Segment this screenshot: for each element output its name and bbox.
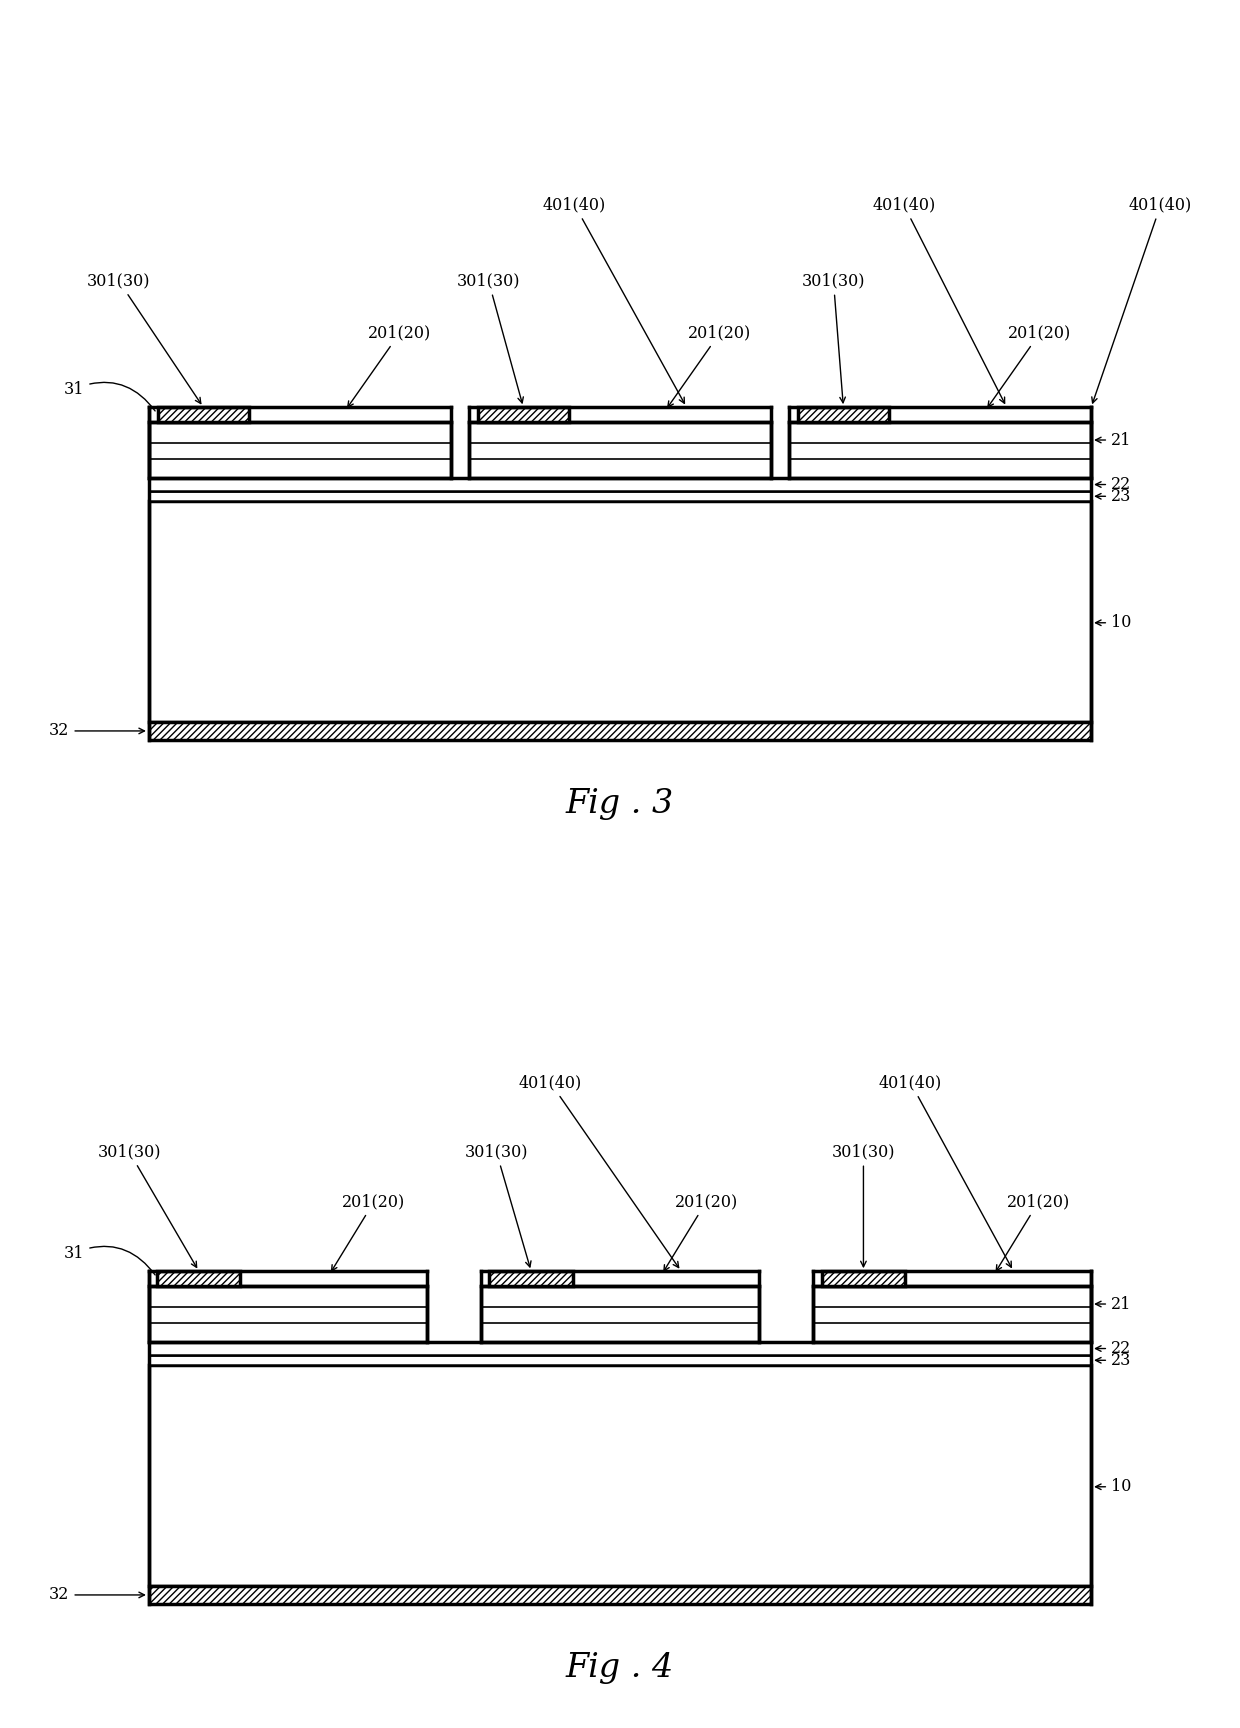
Text: 301(30): 301(30) [456, 273, 523, 403]
Bar [149, 491, 1091, 501]
Text: 31: 31 [63, 380, 155, 411]
Text: 201(20): 201(20) [988, 325, 1071, 408]
Bar [481, 1286, 759, 1341]
Text: 22: 22 [1095, 475, 1131, 492]
Text: Fig . 3: Fig . 3 [565, 788, 675, 821]
Text: 32: 32 [50, 722, 145, 740]
Text: 23: 23 [1095, 487, 1131, 505]
Bar [149, 1355, 1091, 1365]
Text: 301(30): 301(30) [98, 1144, 197, 1267]
Text: 301(30): 301(30) [87, 273, 201, 404]
Bar [149, 1286, 427, 1341]
Text: 401(40): 401(40) [872, 197, 1004, 403]
Bar [149, 1586, 1091, 1604]
Text: 31: 31 [63, 1244, 155, 1275]
Text: 201(20): 201(20) [668, 325, 751, 408]
Bar [477, 408, 569, 422]
Bar [759, 1272, 813, 1341]
Bar [157, 1272, 241, 1286]
Text: 201(20): 201(20) [347, 325, 432, 408]
Text: 201(20): 201(20) [996, 1194, 1070, 1270]
Bar [799, 408, 889, 422]
Text: 401(40): 401(40) [543, 197, 684, 403]
Bar [822, 1272, 905, 1286]
Text: 10: 10 [1095, 613, 1131, 631]
Text: 21: 21 [1095, 1296, 1131, 1313]
Text: 21: 21 [1095, 432, 1131, 449]
Bar [427, 1272, 481, 1341]
Text: 22: 22 [1095, 1339, 1131, 1356]
Bar [149, 422, 451, 477]
Text: 201(20): 201(20) [331, 1194, 405, 1270]
Bar [789, 422, 1091, 477]
Bar [813, 1286, 1091, 1341]
Text: 10: 10 [1095, 1477, 1131, 1495]
Bar [149, 501, 1091, 722]
Bar [451, 408, 469, 477]
Bar [490, 1272, 573, 1286]
Bar [771, 408, 789, 477]
Text: 401(40): 401(40) [879, 1075, 1012, 1267]
Text: 23: 23 [1095, 1351, 1131, 1369]
Bar [149, 722, 1091, 740]
Text: 301(30): 301(30) [465, 1144, 531, 1267]
Bar [149, 1365, 1091, 1586]
Text: 32: 32 [50, 1586, 145, 1604]
Text: 301(30): 301(30) [802, 273, 866, 403]
Bar [469, 422, 771, 477]
Bar [149, 477, 1091, 491]
Text: 301(30): 301(30) [832, 1144, 895, 1267]
Text: 401(40): 401(40) [518, 1075, 678, 1268]
Text: 201(20): 201(20) [663, 1194, 738, 1270]
Text: Fig . 4: Fig . 4 [565, 1652, 675, 1685]
Text: 401(40): 401(40) [1091, 197, 1193, 403]
Bar [149, 1341, 1091, 1355]
Bar [157, 408, 248, 422]
